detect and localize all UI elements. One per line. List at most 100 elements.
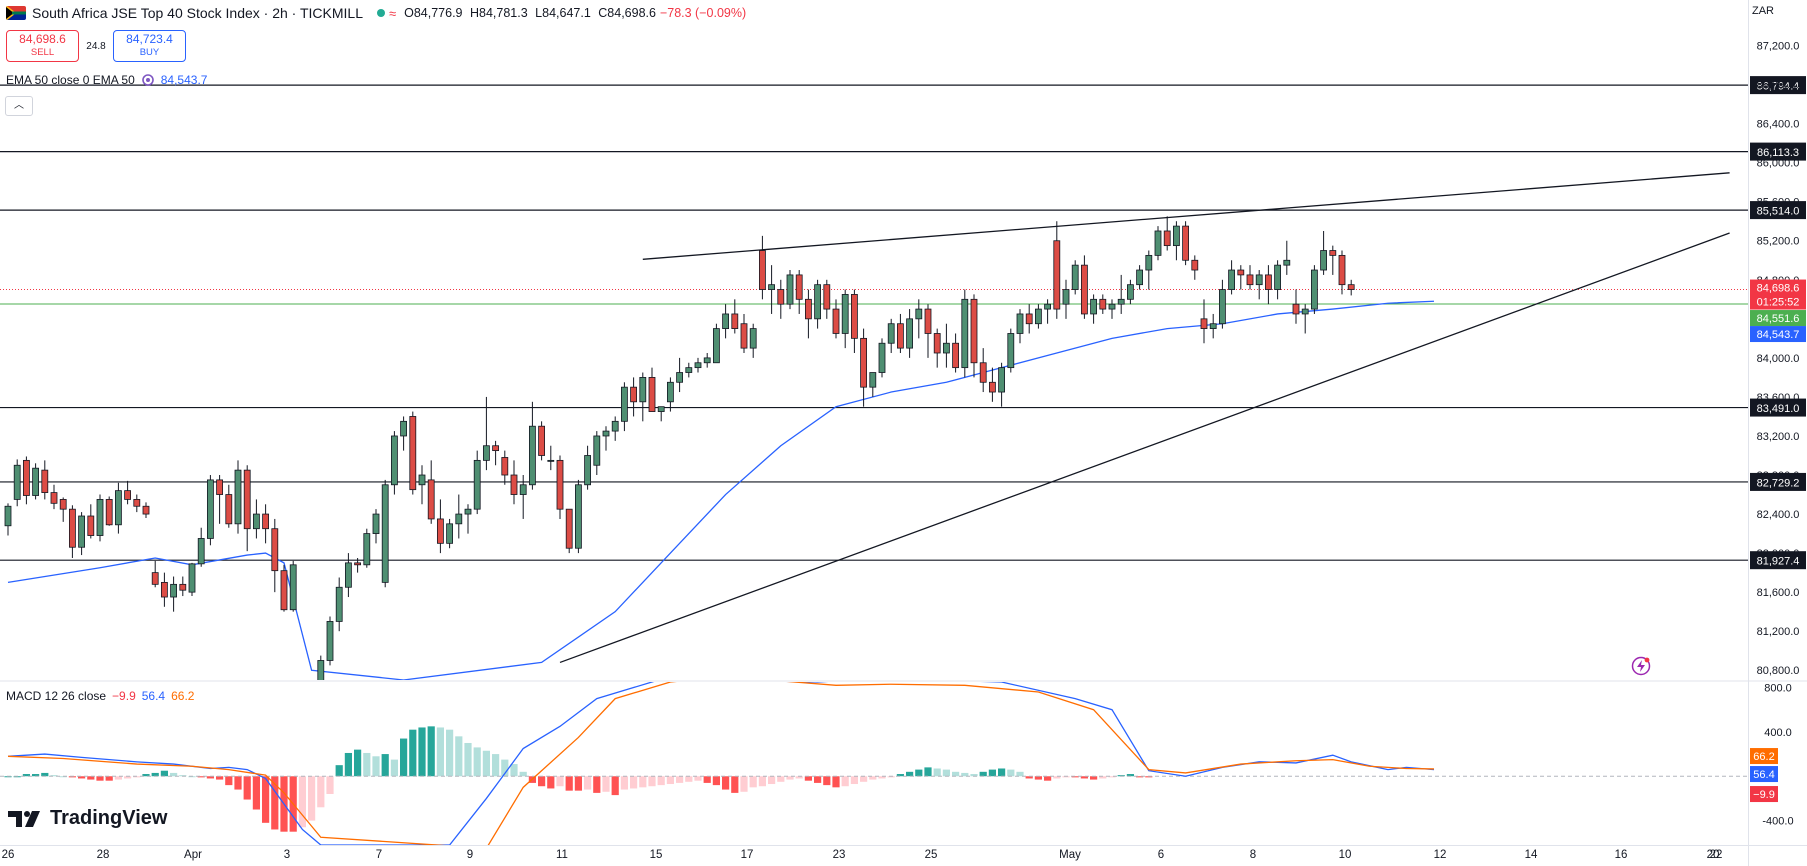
macd-histogram-bar bbox=[556, 776, 564, 787]
macd-histogram-bar bbox=[409, 729, 417, 777]
macd-histogram-bar bbox=[869, 776, 877, 780]
candle-body bbox=[1274, 264, 1281, 290]
x-tick-label: 12 bbox=[1434, 849, 1447, 861]
candle-body bbox=[1007, 333, 1015, 369]
macd-histogram-bar bbox=[41, 772, 49, 777]
macd-histogram-bar bbox=[731, 776, 739, 793]
candle-body bbox=[206, 479, 214, 539]
y-tick-label: 85,200.0 bbox=[1757, 236, 1800, 248]
candle-body bbox=[584, 455, 591, 486]
candle-body bbox=[335, 586, 343, 622]
macd-histogram-bar bbox=[988, 769, 996, 777]
macd-histogram-bar bbox=[694, 776, 702, 781]
refresh-icon[interactable] bbox=[141, 73, 155, 87]
macd-value-label: −9.9 bbox=[1753, 789, 1775, 801]
symbol-title[interactable]: South Africa JSE Top 40 Stock Index · 2h… bbox=[32, 5, 363, 21]
level-label-bg bbox=[1750, 201, 1806, 220]
macd-histogram-bar bbox=[262, 776, 270, 823]
macd-histogram-bar bbox=[151, 772, 159, 777]
macd-histogram-bar bbox=[712, 776, 720, 786]
candle-body bbox=[464, 508, 472, 515]
macd-histogram-bar bbox=[381, 754, 389, 777]
sell-button[interactable]: 84,698.6 SELL bbox=[6, 30, 79, 62]
candle-body bbox=[979, 362, 987, 383]
status-pill[interactable]: ≈ bbox=[376, 6, 396, 21]
candle-body bbox=[326, 621, 334, 661]
market-open-dot-icon bbox=[376, 9, 385, 17]
macd-histogram-bar bbox=[998, 768, 1006, 777]
candle-body bbox=[390, 435, 398, 486]
x-tick-label: 28 bbox=[97, 849, 110, 861]
y-tick-label: 80,800.0 bbox=[1757, 665, 1800, 677]
candle-body bbox=[1191, 259, 1199, 271]
x-tick-label: 3 bbox=[284, 849, 290, 861]
candle-body bbox=[473, 459, 481, 510]
macd-legend[interactable]: MACD 12 26 close −9.9 56.4 66.2 bbox=[6, 689, 194, 703]
candle-body bbox=[667, 381, 674, 403]
macd-histogram-bar bbox=[1044, 776, 1052, 781]
candle-body bbox=[317, 660, 325, 680]
macd-histogram-bar bbox=[924, 767, 932, 777]
candle-body bbox=[1182, 225, 1189, 261]
level-label-bg bbox=[1750, 398, 1806, 417]
candle-body bbox=[768, 284, 775, 290]
trendlines bbox=[559, 172, 1730, 664]
candle-body bbox=[703, 357, 711, 364]
candle-body bbox=[1283, 259, 1291, 266]
macd-histogram-bar bbox=[648, 776, 656, 787]
candle-body bbox=[1219, 289, 1226, 325]
candle-body bbox=[1090, 298, 1097, 315]
macd-histogram-bar bbox=[335, 765, 343, 777]
x-tick-label: May bbox=[1059, 849, 1081, 861]
candle-body bbox=[87, 515, 95, 536]
candle-body bbox=[575, 484, 582, 549]
candle-body bbox=[933, 333, 941, 354]
y-tick-label: 81,600.0 bbox=[1757, 587, 1800, 599]
macd-hist-value: −9.9 bbox=[112, 689, 136, 703]
macd-signal-value: 66.2 bbox=[171, 689, 195, 703]
candle-body bbox=[970, 298, 978, 364]
candle-body bbox=[547, 459, 555, 462]
buy-button[interactable]: 84,723.4 BUY bbox=[113, 30, 186, 62]
macd-histogram-bar bbox=[206, 776, 214, 779]
macd-histogram-bar bbox=[96, 776, 104, 781]
y-tick-label: 86,000.0 bbox=[1757, 158, 1800, 170]
macd-histogram-bar bbox=[427, 726, 435, 777]
candle-body bbox=[243, 469, 251, 530]
candle-body bbox=[943, 342, 950, 354]
macd-histogram-bar bbox=[574, 776, 582, 791]
macd-histogram-bar bbox=[860, 776, 868, 782]
ema-legend[interactable]: EMA 50 close 0 EMA 50 84,543.7 bbox=[6, 73, 207, 87]
macd-histogram-bar bbox=[1053, 776, 1061, 779]
macd-histogram-bar bbox=[234, 776, 242, 790]
collapse-legend-button[interactable]: ︿ bbox=[5, 96, 33, 116]
currency-selector[interactable]: ZAR bbox=[1752, 5, 1774, 17]
tradingview-logo[interactable]: TradingView bbox=[8, 807, 167, 830]
tradingview-logo-icon bbox=[8, 810, 40, 827]
macd-histogram-bar bbox=[390, 759, 398, 777]
macd-histogram-bar bbox=[50, 775, 58, 777]
macd-value-bg bbox=[1750, 786, 1778, 803]
candle-body bbox=[4, 505, 12, 527]
macd-histogram-bar bbox=[1145, 776, 1153, 778]
macd-histogram-bar bbox=[639, 776, 647, 788]
macd-histogram-bar bbox=[952, 771, 960, 777]
level-label-bg bbox=[1750, 142, 1806, 161]
y-tick-label: 84,000.0 bbox=[1757, 353, 1800, 365]
x-tick-label: 17 bbox=[741, 849, 754, 861]
candle-body bbox=[436, 518, 444, 544]
macd-histogram-bar bbox=[124, 776, 132, 779]
y-tick-label: 82,000.0 bbox=[1757, 548, 1800, 560]
macd-histogram-bar bbox=[841, 776, 849, 787]
macd-histogram-bar bbox=[1007, 769, 1015, 777]
ema-legend-label: EMA 50 close 0 EMA 50 bbox=[6, 73, 135, 87]
candle-body bbox=[556, 459, 564, 510]
x-tick-label: 16 bbox=[1615, 849, 1628, 861]
lightning-icon[interactable] bbox=[1631, 656, 1651, 676]
candle-body bbox=[998, 367, 1005, 393]
macd-histogram-bar bbox=[547, 776, 555, 789]
candle-body bbox=[1053, 240, 1061, 310]
candle-body bbox=[50, 492, 58, 504]
macd-histogram-bar bbox=[372, 756, 380, 777]
